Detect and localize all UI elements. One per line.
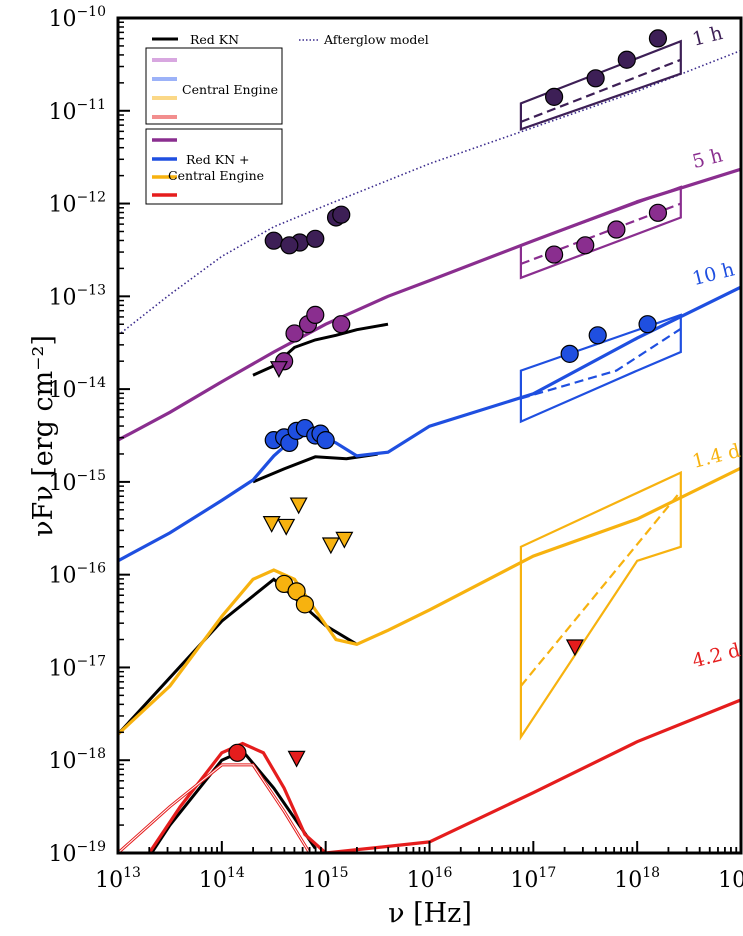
series-10-h [118,285,741,563]
data-point [638,315,657,334]
data-point [316,431,335,450]
red-kn-line [252,322,389,377]
series-1.4-d [118,466,741,741]
y-tick-label: 10−16 [48,561,106,589]
x-tick-label: 1015 [303,865,349,893]
data-point [648,29,668,48]
upper-limit-marker [289,497,308,515]
legend: Red KN Afterglow model Central Engine Re… [145,32,429,205]
legend-afterglow-label: Afterglow model [323,32,429,47]
combined-model-line [147,698,741,853]
data-point [228,743,247,762]
epoch-label: 4.2 d [690,639,742,672]
upper-limit-marker [335,531,354,549]
data-point [332,205,351,224]
legend-combined-swatches [152,138,177,197]
xray-fit-line [520,58,682,123]
xray-bowtie [519,470,682,741]
xray-bowtie [519,185,682,280]
y-tick-label: 10−13 [48,282,106,310]
y-tick-label: 10−18 [48,746,106,774]
y-axis-title: νFν [erg cm⁻²] [28,335,59,537]
upper-limit-marker [269,361,288,378]
y-tick-label: 10−11 [48,97,106,125]
data-point [332,315,351,334]
x-tick-label: 1019 [718,865,743,893]
upper-limit-marker [287,750,306,768]
data-point [560,344,579,363]
data-point [306,305,325,324]
legend-combined-box [145,128,283,205]
xray-bowtie [519,39,682,131]
data-point [588,326,607,345]
epoch-label: 5 h [690,144,725,173]
upper-limit-marker [262,516,281,533]
upper-limit-marker [277,518,296,536]
series-1-h [118,29,741,336]
central-engine-line-inner [118,764,357,853]
series-5-h [118,167,741,442]
data-point [287,582,306,601]
data-point [544,87,564,106]
red-kn-line [118,577,358,736]
legend-central-engine-label: Central Engine [182,82,278,97]
series-4.2-d [147,639,741,853]
x-tick-label: 1013 [95,865,141,893]
data-point [586,69,605,88]
data-point [617,50,636,69]
y-tick-label: 10−10 [48,4,106,32]
epoch-label: 1.4 d [690,440,742,473]
data-point [285,324,304,343]
data-point [264,231,283,250]
data-point [607,220,626,239]
legend-combined-label: Red KN + Central Engine [168,152,264,183]
xray-fit-line [520,327,682,400]
upper-limit-marker [565,639,584,657]
data-point [306,229,325,248]
data-point [280,236,299,255]
epoch-label: 1 h [690,22,725,51]
legend-central-engine-swatches [152,58,177,119]
upper-limit-marker [321,537,340,555]
xray-bowtie [519,313,682,424]
combined-model-line [118,466,741,736]
y-tick-label: 10−15 [48,468,106,496]
data-point [576,236,595,255]
legend-red-kn-label: Red KN [190,32,239,47]
data-point [295,595,314,614]
x-tick-label: 1018 [614,865,660,893]
y-tick-label: 10−19 [48,839,106,867]
y-tick-label: 10−14 [48,375,106,403]
data-point [544,245,564,264]
x-tick-label: 1014 [199,865,245,893]
xray-fit-line [520,490,682,687]
y-tick-label: 10−17 [48,653,106,681]
x-axis-title: ν [Hz] [388,898,472,929]
combined-model-line [118,167,741,442]
y-tick-label: 10−12 [48,190,106,218]
x-tick-label: 1016 [407,865,453,893]
x-tick-label: 1017 [510,865,556,893]
epoch-label: 10 h [690,258,737,290]
data-point [648,203,668,222]
